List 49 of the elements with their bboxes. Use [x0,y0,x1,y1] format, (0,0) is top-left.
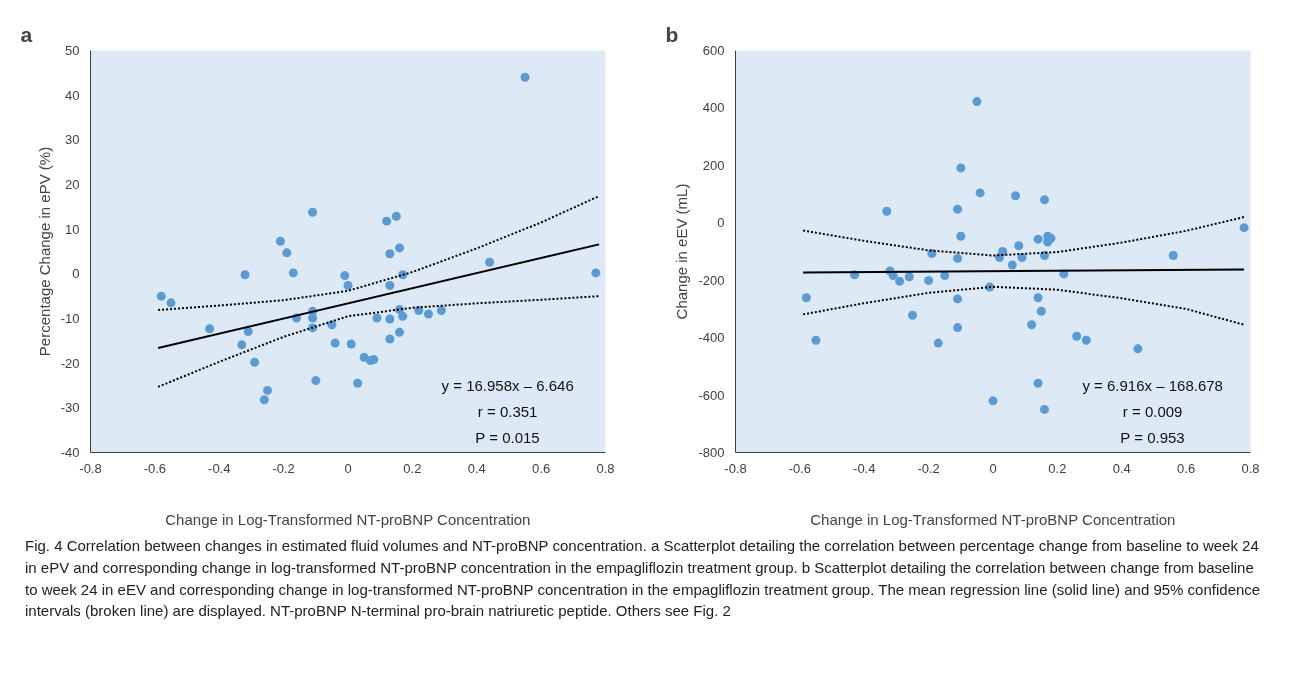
annotation: r = 0.351 [477,403,538,421]
y-axis-title: Change in eEV (mL) [673,183,691,320]
x-tick-label: -0.2 [272,460,295,476]
x-tick-label: 0.2 [403,460,422,476]
y-tick-label: 30 [65,132,80,148]
annotation: r = 0.009 [1122,403,1183,421]
y-tick-label: -30 [60,400,80,416]
x-tick-label: 0 [344,460,352,476]
y-tick-label: 40 [65,87,80,103]
x-tick-label: 0.8 [596,460,615,476]
x-tick-label: -0.6 [143,460,167,476]
y-tick-label: -400 [698,330,725,346]
x-tick-label: -0.8 [724,460,747,476]
annotation: y = 16.958x – 6.646 [441,377,574,395]
x-axis-title: Change in Log-Transformed NT-proBNP Concentration [810,510,1176,528]
x-tick-label: 0 [989,460,997,476]
y-tick-label: -10 [60,311,80,326]
y-tick-label: 10 [65,221,80,237]
caption: Fig. 4 Correlation between changes in estimated fluid volumes and NT-proBNP concentration. a Scatterplot detailing the correlation between percentage change from baseline to week 24 in ePV and corresponding change in log-transformed NT-proBNP concentration in the empagliflozin treatment group. b Scatterplot detailing the correlation between change from baseline to week 24 in eEV and corresponding change in log-transformed NT-proBNP concentration in the empagliflozin treatment group. The mean regression line (solid line) and 95% confidence intervals (broken line) are displayed. NT-proBNP N-terminal pro-brain natriuretic peptide. Others see Fig. 2 [25,536,1262,622]
y-axis-title: Percentage Change in ePV (%) [35,146,53,357]
chart-title: a [20,22,33,46]
x-tick-label: 0.2 [1048,460,1067,476]
y-tick-label: 20 [65,177,80,192]
y-tick-label: -600 [698,387,725,403]
y-tick-label: 600 [702,43,725,58]
x-tick-label: -0.4 [853,460,876,476]
x-tick-label: 0.4 [1112,460,1131,476]
y-tick-label: 400 [702,100,725,116]
x-tick-label: -0.6 [788,460,812,476]
annotation: P = 0.015 [475,429,540,447]
y-tick-label: -200 [698,272,725,288]
y-tick-label: -20 [60,355,80,371]
y-tick-label: 0 [717,215,725,231]
x-tick-label: -0.4 [208,460,231,476]
y-tick-label: 0 [72,266,80,282]
x-axis-title: Change in Log-Transformed NT-proBNP Concentration [165,510,531,528]
x-tick-label: -0.8 [79,460,102,476]
x-tick-label: -0.2 [917,460,940,476]
annotation: y = 6.916x – 168.678 [1082,377,1223,395]
y-tick-label: 200 [702,157,725,173]
x-tick-label: 0.6 [1177,460,1196,476]
x-tick-label: 0.8 [1241,460,1260,476]
x-tick-label: 0.4 [467,460,486,476]
y-tick-label: 50 [65,43,80,58]
chart-title: b [665,22,679,46]
annotation: P = 0.953 [1120,429,1185,447]
y-tick-label: -800 [698,445,725,460]
x-tick-label: 0.6 [532,460,551,476]
y-tick-label: -40 [60,445,80,460]
